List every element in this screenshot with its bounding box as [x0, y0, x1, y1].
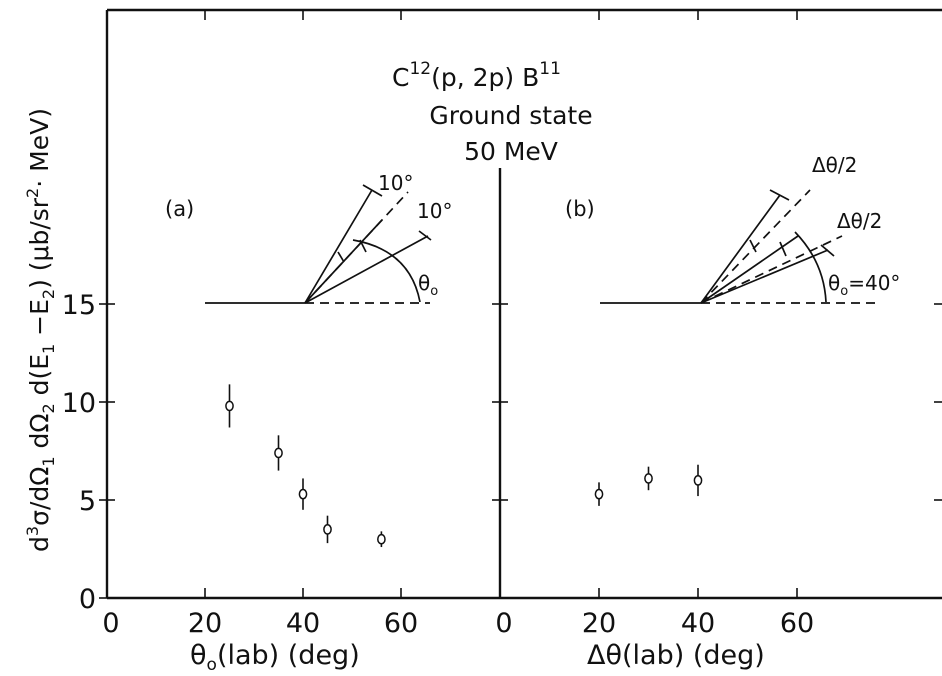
x-tick-label: 40 — [681, 608, 715, 639]
y-tick-label: 10 — [62, 388, 96, 419]
data-point — [594, 488, 604, 500]
x-tick-label: 60 — [384, 608, 418, 639]
inset-b-bracket-2 — [779, 241, 787, 257]
data-point — [298, 488, 308, 500]
y-tick-label: 0 — [79, 584, 96, 615]
panel-b-label: (b) — [565, 197, 595, 221]
data-point — [323, 524, 332, 535]
panel-a-x-ticks: 0 20 40 60 — [102, 10, 418, 639]
panel-b: (b) 0 20 40 60 Δθ(lab) (deg) Δθ/2 Δθ/2 θo=4… — [495, 10, 900, 671]
inset-a-ray-outer — [304, 189, 373, 304]
panel-a-x-label: θo(lab) (deg) — [190, 640, 360, 675]
y-ticks: 0 5 10 15 — [62, 290, 942, 615]
panel-b-x-label: Δθ(lab) (deg) — [587, 640, 765, 671]
inset-a-label-theta: θo — [418, 271, 438, 299]
x-tick-label: 40 — [286, 608, 320, 639]
x-tick-label: 0 — [495, 608, 512, 639]
inset-b-label-1: Δθ/2 — [812, 153, 857, 177]
y-tick-label: 5 — [79, 486, 96, 517]
x-tick-label: 60 — [780, 608, 814, 639]
inset-b-theta-arc — [794, 231, 827, 303]
inset-b-cap-2 — [820, 244, 835, 257]
inset-b-label-theta: θo=40° — [828, 271, 900, 299]
panel-a: (a) 0 20 40 60 θo(lab) (deg) 10° 10° θo — [102, 10, 452, 675]
y-tick-label: 15 — [62, 290, 96, 321]
inset-a-bracket-1 — [337, 251, 345, 263]
panel-b-x-ticks: 0 20 40 60 — [495, 10, 814, 639]
panel-a-points — [225, 384, 386, 548]
inset-a-label-1: 10° — [378, 171, 413, 195]
panel-a-inset-diagram: 10° 10° θo — [205, 171, 452, 304]
title-line-2: Ground state — [429, 101, 592, 130]
inset-b-bracket-1 — [749, 239, 757, 253]
panel-b-points — [594, 464, 703, 506]
chart-title: C12(p, 2p) B11 Ground state 50 MeV — [392, 59, 593, 166]
inset-a-ray-inner-lower — [304, 235, 429, 304]
x-tick-label: 20 — [582, 608, 616, 639]
inset-b-label-2: Δθ/2 — [837, 209, 882, 233]
title-line-3: 50 MeV — [464, 137, 558, 166]
data-point — [644, 473, 653, 484]
inset-a-theta-arc — [352, 239, 421, 303]
inset-b-ray-center-2 — [700, 235, 843, 304]
data-point — [225, 400, 234, 412]
inset-b-ray-outer — [700, 194, 781, 304]
panel-b-inset-diagram: Δθ/2 Δθ/2 θo=40° — [600, 153, 900, 304]
inset-b-ray-inner — [700, 249, 829, 304]
panel-a-label: (a) — [165, 197, 194, 221]
inset-b-cap-1 — [769, 189, 790, 201]
inset-a-cap-1 — [362, 184, 383, 197]
y-axis-label: d3σ/dΩ1 dΩ2 d(E1 −E2) (μb/sr2· MeV) — [23, 108, 58, 552]
inset-a-label-2: 10° — [417, 199, 452, 223]
data-point — [274, 447, 283, 459]
inset-a-cap-2 — [418, 230, 432, 241]
x-tick-label: 0 — [102, 608, 119, 639]
inset-b-ray-center-1 — [700, 189, 811, 304]
data-point — [693, 475, 703, 486]
title-line-1: C12(p, 2p) B11 — [392, 59, 561, 92]
x-tick-label: 20 — [188, 608, 222, 639]
data-point — [377, 533, 386, 545]
